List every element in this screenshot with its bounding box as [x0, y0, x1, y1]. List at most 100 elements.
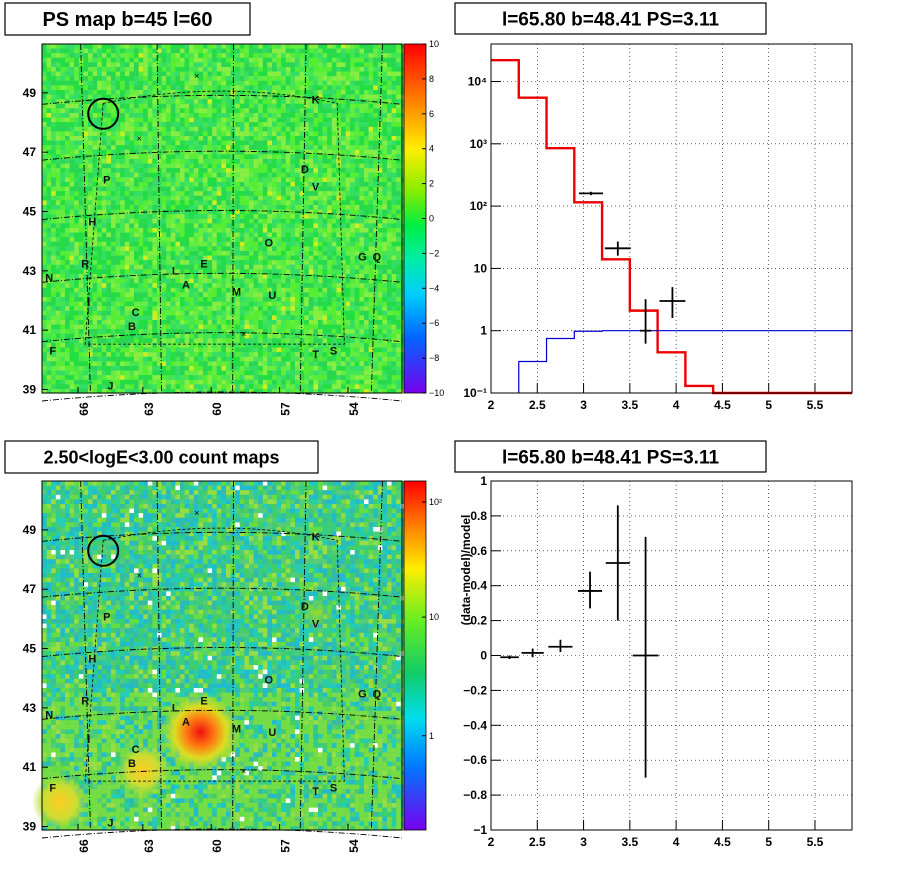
map-pixel: [322, 320, 328, 325]
map-pixel: [239, 384, 245, 389]
map-pixel: [313, 154, 318, 159]
map-pixel: [124, 310, 130, 316]
map-pixel: [327, 140, 332, 146]
map-pixel: [207, 292, 213, 297]
map-pixel: [138, 370, 144, 376]
map-pixel: [299, 163, 305, 169]
map-pixel: [272, 103, 277, 109]
map-pixel: [189, 232, 194, 238]
map-pixel: [157, 122, 162, 127]
map-pixel: [83, 200, 88, 205]
map-pixel: [258, 329, 263, 334]
map-pixel: [285, 389, 291, 394]
map-pixel: [42, 274, 47, 279]
map-pixel: [161, 145, 167, 150]
map-pixel: [308, 329, 314, 334]
map-pixel: [60, 356, 65, 362]
map-pixel: [239, 99, 245, 104]
map-pixel: [55, 292, 61, 297]
map-pixel: [318, 71, 323, 77]
map-pixel: [189, 80, 194, 86]
map-pixel: [198, 310, 203, 316]
map-pixel: [239, 186, 245, 192]
map-pixel: [175, 205, 180, 210]
map-pixel: [221, 310, 226, 316]
map-pixel: [221, 389, 226, 394]
map-pixel: [55, 379, 61, 385]
map-pixel: [60, 361, 65, 366]
map-pixel: [189, 278, 194, 284]
map-pixel: [230, 356, 236, 362]
map-pixel: [193, 269, 199, 274]
map-pixel: [189, 131, 194, 136]
map-pixel: [322, 90, 328, 95]
map-pixel: [198, 389, 203, 394]
map-pixel: [166, 315, 171, 320]
map-pixel: [106, 246, 111, 251]
map-pixel: [138, 177, 144, 182]
map-pixel: [60, 205, 65, 210]
map-pixel: [92, 195, 98, 201]
map-pixel: [111, 375, 116, 380]
map-pixel: [290, 57, 295, 63]
map-pixel: [124, 53, 130, 58]
map-pixel: [101, 191, 107, 196]
map-pixel: [239, 223, 245, 228]
map-pixel: [42, 131, 47, 136]
map-pixel: [42, 122, 47, 127]
map-pixel: [97, 310, 102, 316]
map-pixel: [267, 301, 272, 307]
map-pixel: [83, 131, 88, 136]
map-pixel: [239, 195, 245, 201]
map-pixel: [83, 347, 88, 353]
map-pixel: [221, 347, 226, 353]
map-pixel: [166, 343, 171, 348]
map-pixel: [157, 71, 162, 77]
map-pixel: [249, 62, 254, 67]
map-pixel: [152, 159, 157, 164]
map-pixel: [308, 182, 314, 187]
map-pixel: [115, 172, 121, 178]
map-pixel: [170, 182, 176, 187]
map-pixel: [138, 306, 144, 311]
map-pixel: [308, 333, 314, 339]
map-pixel: [313, 389, 318, 394]
map-pixel: [97, 76, 102, 81]
map-pixel: [152, 168, 157, 173]
map-pixel: [184, 338, 190, 343]
map-pixel: [258, 131, 263, 136]
map-pixel: [299, 260, 305, 265]
map-pixel: [267, 356, 272, 362]
map-pixel: [69, 223, 75, 228]
map-pixel: [101, 195, 107, 201]
map-pixel: [88, 264, 93, 270]
map-pixel: [60, 255, 65, 261]
map-pixel: [51, 168, 56, 173]
map-pixel: [221, 177, 226, 182]
map-pixel: [120, 356, 125, 362]
map-pixel: [341, 136, 346, 141]
map-pixel: [331, 113, 337, 118]
map-pixel: [170, 292, 176, 297]
map-pixel: [244, 338, 249, 343]
map-pixel: [253, 218, 259, 224]
map-pixel: [69, 117, 75, 123]
map-pixel: [74, 57, 79, 63]
map-pixel: [134, 85, 139, 90]
map-pixel: [207, 301, 213, 307]
map-pixel: [175, 310, 180, 316]
map-pixel: [143, 333, 148, 339]
map-pixel: [258, 76, 263, 81]
map-pixel: [189, 140, 194, 146]
map-pixel: [212, 338, 217, 343]
map-pixel: [55, 163, 61, 169]
map-pixel: [193, 80, 199, 86]
map-pixel: [65, 356, 70, 362]
map-pixel: [129, 366, 134, 371]
map-pixel: [290, 80, 295, 86]
map-pixel: [170, 67, 176, 72]
map-pixel: [147, 333, 153, 339]
map-pixel: [106, 136, 111, 141]
map-pixel: [92, 122, 98, 127]
map-pixel: [189, 205, 194, 210]
